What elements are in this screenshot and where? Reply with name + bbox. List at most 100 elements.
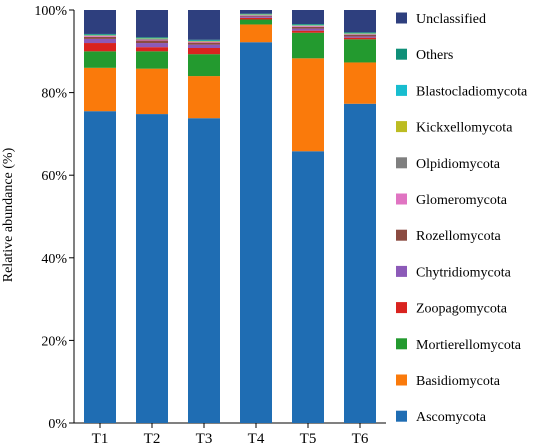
legend-label: Kickxellomycota (416, 121, 513, 136)
bar-t2-zoopagomycota (136, 47, 168, 52)
y-tick-label: 20% (41, 334, 67, 349)
legend-item: Unclassified (396, 12, 486, 27)
x-tick-label: T4 (248, 431, 265, 447)
bar-t3-mortierellomycota (188, 54, 220, 77)
bar-t4-ascomycota (240, 42, 272, 424)
bar-t4-mortierellomycota (240, 19, 272, 25)
y-tick-label: 80% (41, 87, 67, 102)
bar-t5-glomeromycota (292, 26, 324, 27)
bar-t5-ascomycota (292, 151, 324, 423)
bar-t1-ascomycota (84, 111, 116, 423)
legend-item: Mortierellomycota (396, 338, 522, 353)
legend-label: Unclassified (416, 12, 486, 27)
legend-item: Kickxellomycota (396, 121, 513, 136)
bar-t1-basidiomycota (84, 67, 116, 112)
bar-t3-others (188, 39, 220, 41)
legend-swatch (396, 157, 407, 169)
bar-t3-rozellomycota (188, 42, 220, 45)
bar-t6-rozellomycota (344, 34, 376, 37)
legend: Unclassified Others Blastocladiomycota Kick… (396, 12, 528, 425)
x-tick-label: T5 (300, 431, 317, 447)
y-tick-label: 100% (34, 4, 67, 19)
legend-label: Chytridiomycota (416, 265, 512, 280)
legend-item: Others (396, 48, 453, 63)
bar-t2-olpidiomycota (136, 38, 168, 40)
bar-t5-unclassified (292, 10, 324, 25)
bar-t4-unclassified (240, 10, 272, 14)
bar-t6-others (344, 32, 376, 34)
bar-t2-rozellomycota (136, 40, 168, 44)
bar-t3-basidiomycota (188, 76, 220, 119)
bar-t5-chytridiomycota (292, 28, 324, 31)
bar-t6-chytridiomycota (344, 36, 376, 38)
bar-t2-chytridiomycota (136, 43, 168, 48)
bar-t3-glomeromycota (188, 41, 220, 43)
legend-swatch (396, 193, 407, 205)
bar-t3-zoopagomycota (188, 47, 220, 55)
legend-swatch (396, 410, 407, 422)
x-tick-label: T2 (144, 431, 161, 447)
bar-t1-others (84, 33, 116, 35)
y-axis: 0% 20% 40% 60% 80% 100% (34, 4, 75, 432)
bar-t5-basidiomycota (292, 58, 324, 152)
legend-label: Rozellomycota (416, 229, 502, 244)
bar-t2-basidiomycota (136, 68, 168, 115)
bar-t1-mortierellomycota (84, 51, 116, 68)
bar-t6-unclassified (344, 10, 376, 33)
bar-t5-others (292, 24, 324, 25)
legend-swatch (396, 338, 407, 350)
legend-label: Glomeromycota (416, 193, 508, 208)
bar-t1-unclassified (84, 10, 116, 34)
legend-item: Ascomycota (396, 410, 487, 425)
legend-swatch (396, 302, 407, 314)
bar-stack-t3 (188, 10, 220, 424)
legend-item: Rozellomycota (396, 229, 502, 244)
bar-t4-rozellomycota (240, 15, 272, 17)
x-axis: T1 T2 T3 T4 T5 T6 (74, 422, 386, 447)
bar-t6-basidiomycota (344, 62, 376, 104)
bar-stack-t5 (292, 10, 324, 423)
bar-stack-t2 (136, 10, 168, 424)
bars (84, 10, 376, 424)
legend-swatch (396, 229, 407, 241)
legend-item: Olpidiomycota (396, 157, 501, 172)
bar-t4-zoopagomycota (240, 17, 272, 20)
legend-label: Blastocladiomycota (416, 84, 528, 99)
legend-swatch (396, 374, 407, 386)
y-axis-title: Relative abundance (%) (1, 147, 16, 282)
legend-label: Others (416, 48, 453, 63)
bar-t2-glomeromycota (136, 39, 168, 41)
bar-t2-ascomycota (136, 114, 168, 424)
legend-swatch (396, 121, 407, 133)
bar-t3-chytridiomycota (188, 44, 220, 48)
y-tick-label: 60% (41, 169, 67, 184)
x-tick-label: T1 (92, 431, 109, 447)
legend-label: Olpidiomycota (416, 157, 501, 172)
legend-swatch (396, 84, 407, 96)
legend-label: Ascomycota (416, 410, 487, 425)
bar-t5-mortierellomycota (292, 32, 324, 59)
y-tick-label: 0% (48, 417, 67, 432)
bar-t1-chytridiomycota (84, 38, 116, 44)
bar-t2-mortierellomycota (136, 51, 168, 69)
x-tick-label: T3 (196, 431, 213, 447)
bar-t1-glomeromycota (84, 36, 116, 37)
y-tick-label: 40% (41, 252, 67, 267)
legend-swatch (396, 265, 407, 277)
bar-t4-basidiomycota (240, 24, 272, 43)
bar-t2-others (136, 37, 168, 39)
bar-t3-ascomycota (188, 118, 220, 424)
legend-label: Mortierellomycota (416, 338, 522, 353)
bar-t2-unclassified (136, 10, 168, 38)
bar-t1-rozellomycota (84, 36, 116, 39)
bar-t5-zoopagomycota (292, 30, 324, 33)
bar-t6-ascomycota (344, 103, 376, 423)
legend-item: Chytridiomycota (396, 265, 512, 280)
legend-swatch (396, 12, 407, 24)
bar-stack-t4 (240, 10, 272, 424)
x-tick-label: T6 (352, 431, 369, 447)
bar-t4-chytridiomycota (240, 16, 272, 18)
legend-label: Zoopagomycota (416, 302, 508, 317)
bar-stack-t6 (344, 10, 376, 423)
legend-item: Blastocladiomycota (396, 84, 528, 99)
